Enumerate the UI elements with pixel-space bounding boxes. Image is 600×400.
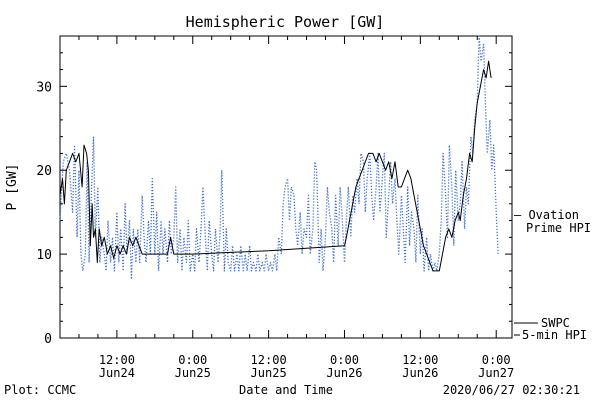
x-tick-label-date-1: Jun25 [175, 366, 211, 380]
plot-timestamp: 2020/06/27 02:30:21 [443, 383, 580, 397]
x-axis-ticks: 12:00Jun240:00Jun2512:00Jun250:00Jun2612… [59, 36, 514, 380]
y-tick-label-0: 0 [44, 332, 52, 347]
series-line-ovation-prime-hpi [59, 35, 499, 280]
legend-ovation-line1: — Ovation [514, 208, 579, 222]
x-tick-label-time-4: 12:00 [402, 353, 438, 367]
legend-swpc-line1: SWPC [541, 316, 570, 330]
y-axis-ticks: 0 10 20 30 [36, 35, 512, 347]
x-tick-label-time-1: 0:00 [178, 353, 207, 367]
x-tick-label-date-2: Jun25 [251, 366, 287, 380]
legend-ovation-line2: Prime HPI [526, 221, 591, 235]
plot-frame [59, 35, 513, 339]
x-tick-label-date-4: Jun26 [402, 366, 438, 380]
x-axis-label: Date and Time [239, 383, 333, 397]
y-axis-label: P [GW] [5, 164, 20, 211]
x-tick-label-date-0: Jun24 [99, 366, 135, 380]
series-line-swpc-5-min-hpi [59, 60, 492, 272]
x-tick-label-date-3: Jun26 [326, 366, 362, 380]
legend-ovation-prime: — Ovation Prime HPI [514, 208, 591, 235]
legend-swpc: SWPC 5-min HPI [514, 316, 587, 342]
y-tick-label-2: 20 [36, 164, 52, 179]
series-layer [59, 35, 499, 280]
chart-title: Hemispheric Power [GW] [186, 13, 385, 31]
x-tick-label-time-2: 12:00 [251, 353, 287, 367]
x-tick-label-time-3: 0:00 [330, 353, 359, 367]
legend-swpc-line2: 5-min HPI [522, 328, 587, 342]
y-tick-label-1: 10 [36, 248, 52, 263]
x-tick-label-time-5: 0:00 [482, 353, 511, 367]
x-tick-label-date-5: Jun27 [478, 366, 514, 380]
plot-credit: Plot: CCMC [4, 383, 76, 397]
x-tick-label-time-0: 12:00 [99, 353, 135, 367]
y-tick-label-3: 30 [36, 80, 52, 95]
